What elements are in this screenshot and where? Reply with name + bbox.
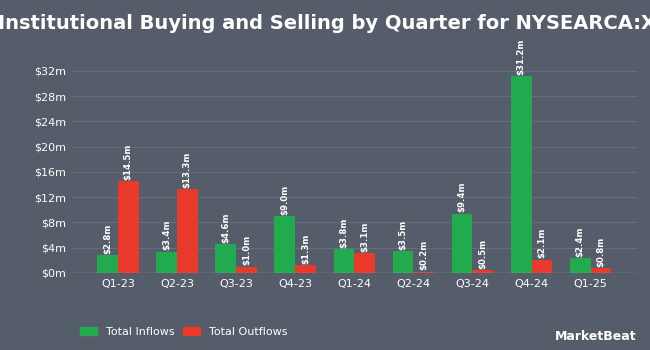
Bar: [177, 189, 198, 273]
Bar: [354, 253, 375, 273]
Bar: [98, 255, 118, 273]
Bar: [591, 268, 611, 273]
Text: $3.5m: $3.5m: [398, 219, 408, 250]
Bar: [333, 249, 354, 273]
Bar: [295, 265, 316, 273]
Bar: [473, 270, 493, 273]
Text: $3.4m: $3.4m: [162, 220, 171, 250]
Text: $2.1m: $2.1m: [538, 228, 547, 258]
Text: $13.3m: $13.3m: [183, 151, 192, 188]
Legend: Total Inflows, Total Outflows: Total Inflows, Total Outflows: [77, 324, 291, 340]
Title: Institutional Buying and Selling by Quarter for NYSEARCA:XMVM: Institutional Buying and Selling by Quar…: [0, 14, 650, 33]
Text: $2.4m: $2.4m: [576, 226, 585, 257]
Bar: [570, 258, 591, 273]
Bar: [236, 267, 257, 273]
Bar: [452, 214, 473, 273]
Bar: [118, 181, 138, 273]
Text: $3.8m: $3.8m: [339, 217, 348, 248]
Text: $4.6m: $4.6m: [221, 212, 230, 243]
Text: $1.0m: $1.0m: [242, 235, 251, 265]
Text: $0.5m: $0.5m: [478, 238, 488, 268]
Text: $2.8m: $2.8m: [103, 224, 112, 254]
Bar: [413, 272, 434, 273]
Bar: [532, 260, 552, 273]
Bar: [215, 244, 236, 273]
Bar: [511, 76, 532, 273]
Text: $31.2m: $31.2m: [517, 38, 526, 75]
Text: $14.5m: $14.5m: [124, 144, 133, 180]
Bar: [274, 216, 295, 273]
Text: $9.4m: $9.4m: [458, 182, 467, 212]
Bar: [156, 252, 177, 273]
Bar: [393, 251, 413, 273]
Text: $3.1m: $3.1m: [360, 222, 369, 252]
Text: $1.3m: $1.3m: [301, 233, 310, 264]
Text: $9.0m: $9.0m: [280, 184, 289, 215]
Text: $0.2m: $0.2m: [419, 240, 428, 271]
Text: MarketBeat: MarketBeat: [555, 330, 637, 343]
Text: $0.8m: $0.8m: [597, 237, 605, 267]
